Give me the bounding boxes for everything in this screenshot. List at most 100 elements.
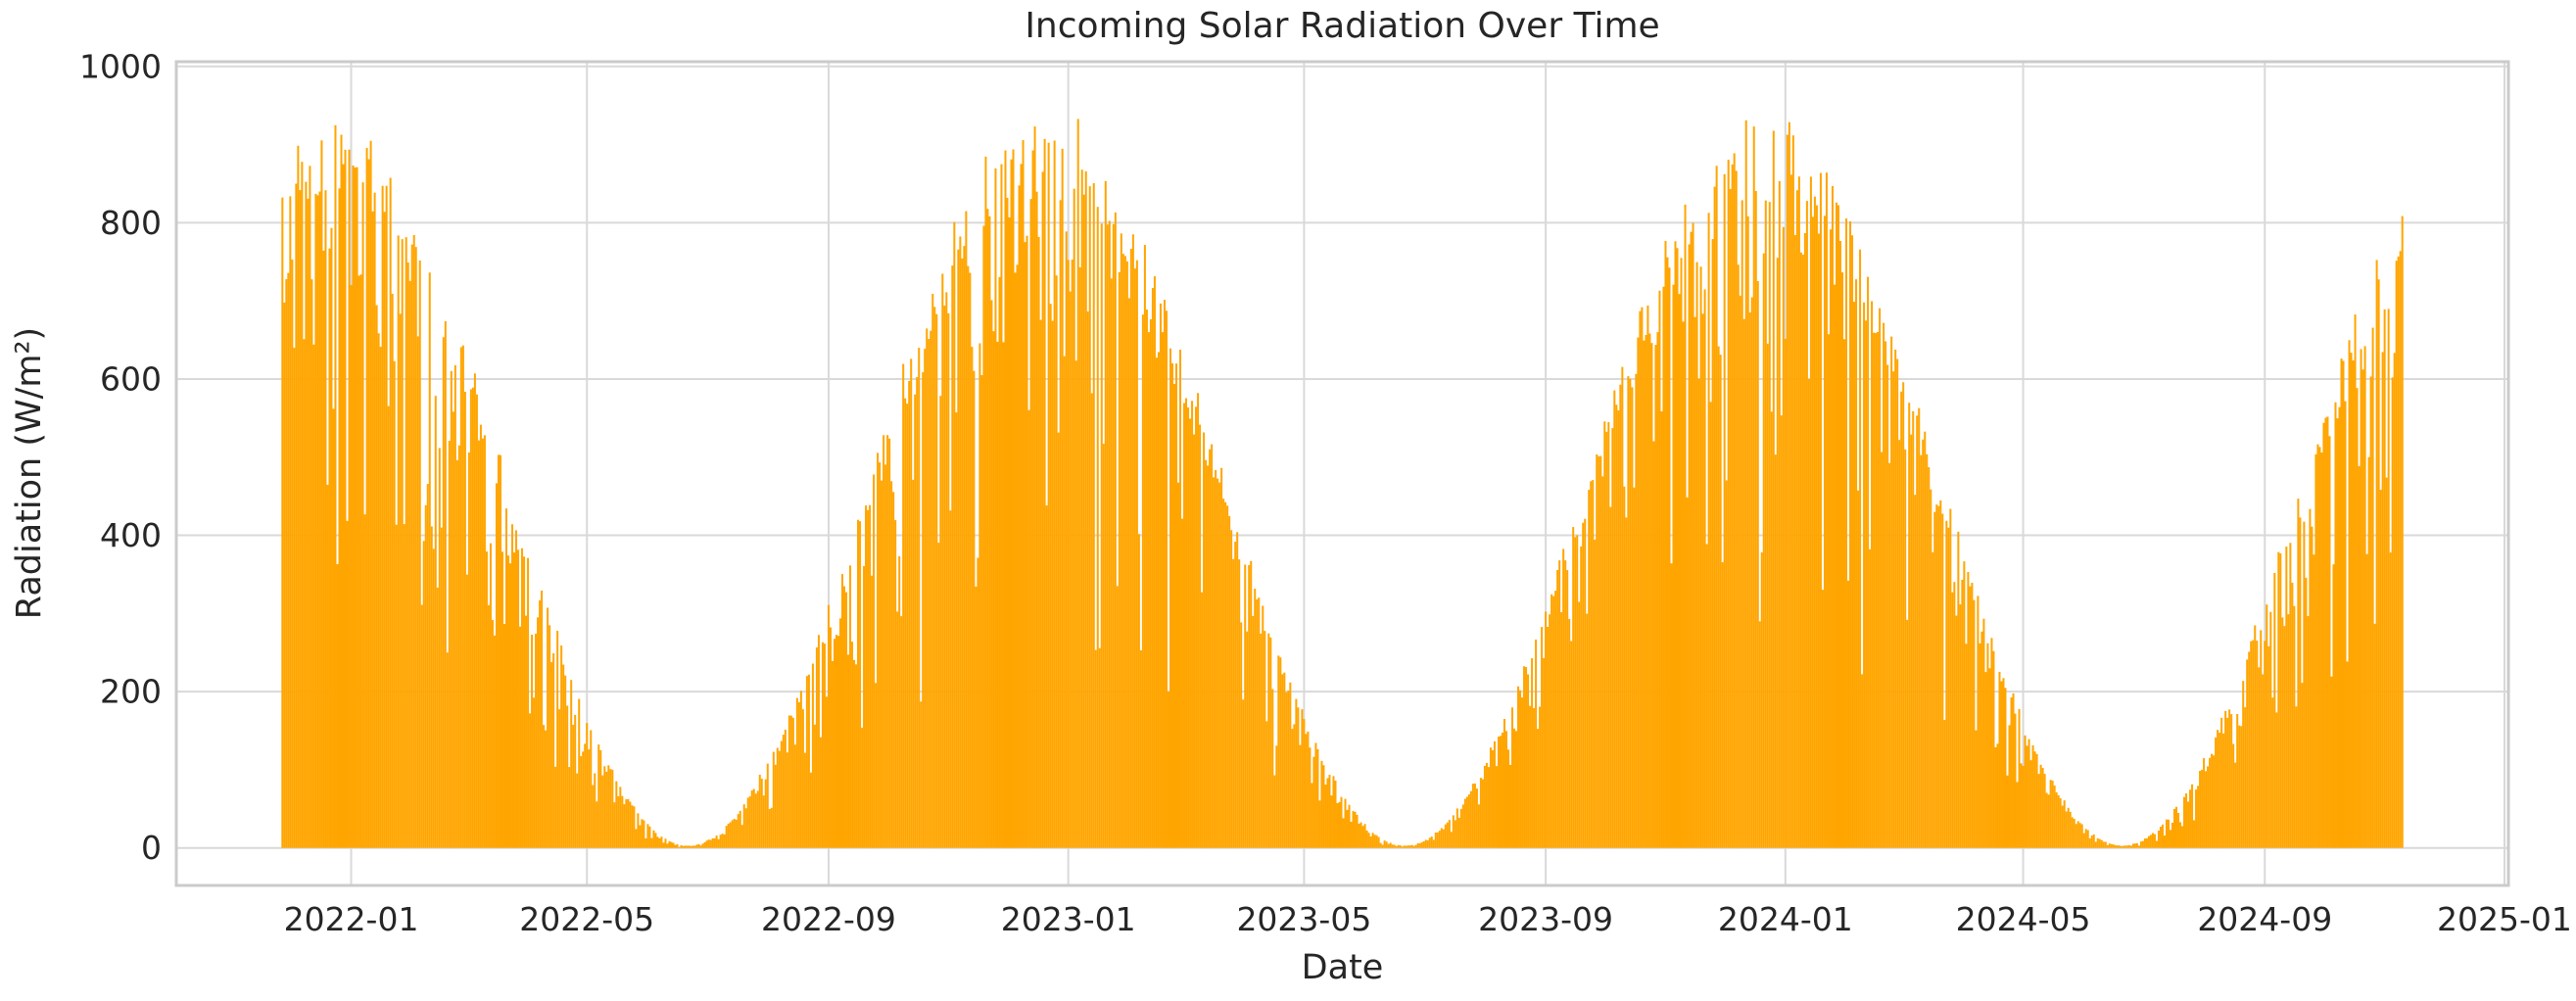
radiation-bar	[1541, 627, 1544, 848]
radiation-bar	[2051, 781, 2054, 848]
radiation-bar	[635, 829, 638, 848]
radiation-bar	[1391, 844, 1394, 848]
radiation-bar	[560, 645, 563, 848]
radiation-bar	[1654, 345, 1657, 848]
radiation-bar	[1436, 832, 1439, 848]
radiation-bar	[574, 714, 577, 848]
radiation-bar	[535, 633, 538, 848]
radiation-bar	[1471, 784, 1474, 848]
radiation-bar	[811, 663, 814, 848]
radiation-bar	[1211, 444, 1214, 848]
radiation-bar	[2293, 605, 2296, 848]
radiation-bar	[1371, 833, 1374, 848]
radiation-bar	[2073, 818, 2075, 848]
radiation-bar	[2197, 786, 2200, 848]
radiation-bar	[1682, 321, 1685, 848]
radiation-bar	[2258, 667, 2261, 848]
radiation-bar	[2191, 784, 2194, 848]
radiation-bar	[711, 838, 714, 848]
radiation-bar	[2122, 845, 2124, 848]
x-tick-label: 2022-09	[761, 900, 896, 938]
radiation-bar	[2363, 346, 2366, 848]
radiation-bar	[403, 524, 405, 848]
radiation-bar	[1260, 633, 1263, 848]
radiation-bar	[1748, 311, 1751, 848]
radiation-bar	[1283, 672, 1286, 848]
radiation-bar	[584, 743, 587, 848]
radiation-bar	[1452, 815, 1455, 848]
radiation-bar	[2305, 577, 2308, 848]
radiation-bar	[395, 524, 398, 848]
radiation-bar	[906, 404, 909, 848]
radiation-bar	[2242, 681, 2245, 848]
radiation-bar	[1106, 224, 1109, 848]
radiation-bar	[916, 376, 919, 848]
radiation-bar	[1932, 551, 1934, 848]
radiation-bar	[957, 249, 960, 848]
radiation-bar	[2082, 833, 2085, 848]
radiation-bar	[1912, 410, 1915, 848]
radiation-bar	[1973, 599, 1976, 848]
radiation-bar	[2057, 794, 2060, 848]
radiation-bar	[2181, 826, 2184, 848]
radiation-bar	[2358, 465, 2361, 848]
radiation-bar	[1165, 310, 1168, 848]
radiation-bar	[795, 697, 798, 848]
radiation-bar	[1547, 627, 1550, 848]
y-tick-label: 400	[100, 516, 162, 554]
radiation-bar	[1871, 301, 1874, 848]
radiation-bar	[955, 412, 958, 848]
radiation-bar	[1412, 845, 1415, 848]
radiation-bar	[1827, 334, 1830, 848]
radiation-bar	[1424, 839, 1427, 848]
radiation-bar	[1483, 765, 1486, 848]
radiation-bar	[617, 795, 620, 848]
radiation-bar	[1365, 830, 1368, 848]
radiation-bar	[641, 819, 644, 848]
radiation-bar	[1906, 619, 1909, 848]
radiation-bar	[1809, 176, 1812, 848]
radiation-bar	[463, 392, 466, 848]
radiation-bar	[1717, 346, 1720, 848]
radiation-bar	[424, 504, 427, 848]
radiation-bar	[1328, 775, 1331, 848]
radiation-bar	[477, 440, 480, 848]
radiation-bar	[303, 339, 306, 848]
radiation-bar	[1104, 180, 1107, 848]
radiation-bar	[1513, 728, 1516, 848]
radiation-bar	[1558, 560, 1561, 848]
radiation-bar	[2399, 251, 2402, 848]
radiation-bar	[2318, 447, 2321, 848]
radiation-bar	[2199, 771, 2202, 848]
radiation-bar	[2002, 678, 2005, 848]
radiation-bar	[499, 454, 501, 848]
radiation-bar	[1863, 302, 1866, 848]
radiation-bar	[1690, 231, 1693, 848]
radiation-bar	[1971, 583, 1974, 848]
radiation-bar	[988, 215, 991, 848]
radiation-bar	[1697, 378, 1700, 848]
radiation-bar	[764, 779, 767, 848]
radiation-bar	[2098, 838, 2101, 848]
radiation-bar	[789, 715, 792, 848]
radiation-bar	[491, 619, 494, 848]
radiation-bar	[361, 182, 364, 848]
radiation-bar	[2014, 713, 2017, 848]
radiation-bar	[1016, 264, 1019, 848]
radiation-bar	[1688, 244, 1691, 848]
radiation-bar	[1312, 756, 1315, 848]
radiation-bar	[2024, 735, 2027, 848]
radiation-bar	[1580, 546, 1583, 848]
radiation-bar	[416, 336, 419, 848]
radiation-bar	[982, 225, 985, 848]
radiation-bar	[873, 474, 876, 848]
radiation-bar	[1232, 558, 1235, 848]
radiation-bar	[1438, 831, 1441, 848]
radiation-bar	[664, 838, 667, 848]
radiation-bar	[1645, 334, 1647, 848]
radiation-bar	[1556, 570, 1559, 848]
radiation-bar	[2131, 843, 2134, 848]
radiation-bar	[1125, 261, 1128, 848]
radiation-bar	[937, 543, 940, 848]
radiation-bar	[310, 279, 313, 848]
